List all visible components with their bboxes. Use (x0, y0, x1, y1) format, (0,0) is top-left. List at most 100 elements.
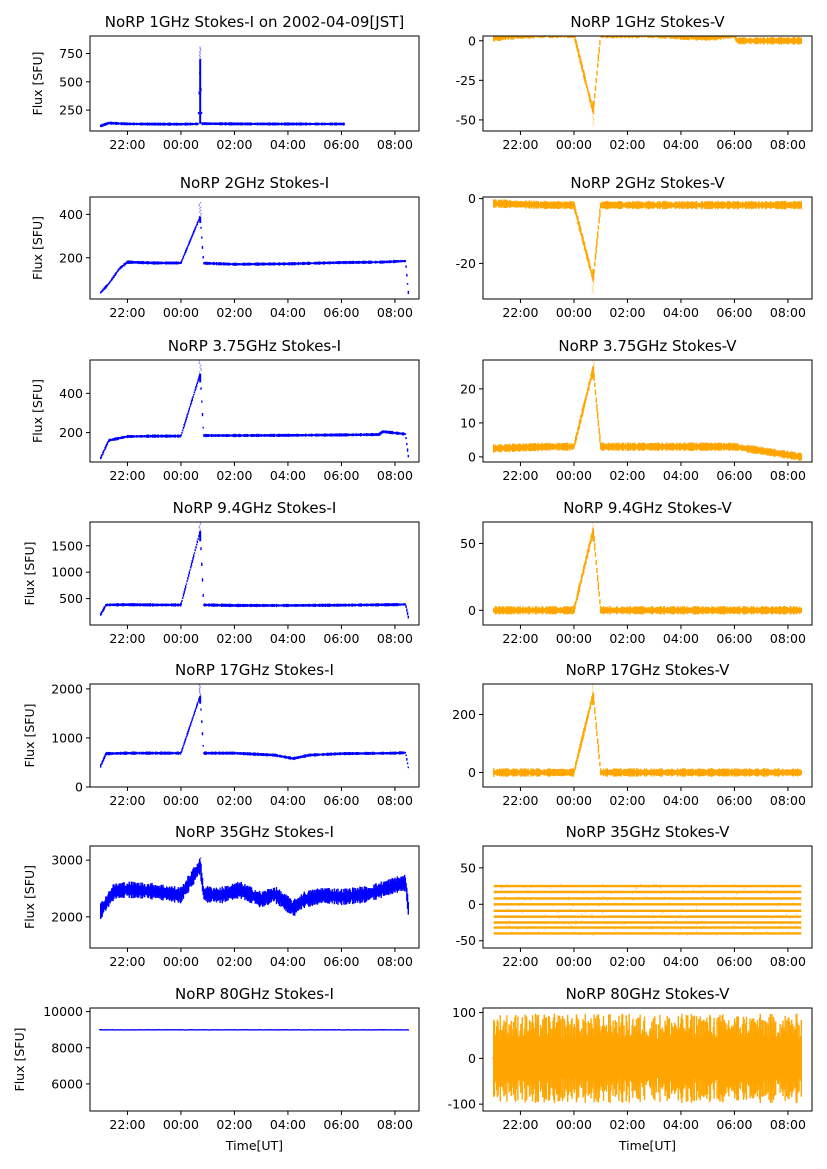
data-point (200, 367, 202, 370)
x-tick-label: 00:00 (556, 793, 592, 808)
x-tick-label: 02:00 (609, 631, 645, 646)
panel-title: NoRP 3.75GHz Stokes-I (168, 337, 341, 355)
data-point (200, 364, 202, 366)
data-point (199, 692, 201, 694)
x-tick-label: 06:00 (716, 468, 752, 483)
data-point (198, 215, 200, 218)
panel-title: NoRP 2GHz Stokes-I (180, 174, 329, 192)
data-point (198, 211, 201, 213)
axes-frame (89, 359, 420, 463)
series-marks (99, 520, 410, 619)
data-point (592, 690, 594, 692)
y-tick-label: -20 (456, 256, 476, 271)
data-point (593, 118, 595, 121)
data-point (200, 214, 202, 216)
data-point (592, 114, 595, 116)
x-tick-label: 22:00 (502, 793, 538, 808)
series-marks (99, 684, 410, 769)
axes-frame (89, 845, 420, 949)
x-tick-label: 06:00 (323, 793, 359, 808)
x-tick-label: 06:00 (323, 468, 359, 483)
x-tick-label: 06:00 (323, 631, 359, 646)
data-point (200, 358, 201, 359)
y-tick-label: 500 (59, 591, 83, 606)
x-tick-label: 02:00 (609, 793, 645, 808)
data-point (199, 685, 201, 687)
y-tick-label: 200 (59, 425, 83, 440)
data-point (200, 202, 202, 204)
data-point (591, 280, 593, 282)
data-point (592, 124, 594, 127)
data-point (591, 115, 593, 118)
data-point (592, 284, 595, 287)
data-point (592, 120, 595, 122)
x-tick-label: 06:00 (323, 954, 359, 969)
series-marks (492, 520, 803, 615)
x-tick-label: 08:00 (770, 305, 806, 320)
x-tick-label: 08:00 (770, 793, 806, 808)
axes-frame (482, 683, 813, 788)
data-point (200, 856, 202, 859)
data-point (199, 528, 201, 531)
x-tick-label: 02:00 (216, 305, 252, 320)
data-point (198, 689, 201, 691)
x-tick-label: 22:00 (109, 137, 145, 152)
panel-12: 22:00 00:00 02:00 04:00 06:00 08:00-50050NoRP… (456, 823, 813, 969)
panel-title: NoRP 1GHz Stokes-V (570, 13, 725, 31)
x-tick-label: 04:00 (270, 137, 306, 152)
y-axis-label: Flux [SFU] (30, 52, 45, 116)
data-point (591, 685, 593, 688)
series-marks (492, 199, 803, 294)
x-tick-label: 00:00 (556, 631, 592, 646)
x-tick-label: 08:00 (377, 468, 413, 483)
x-tick-label: 04:00 (270, 305, 306, 320)
data-point (198, 371, 201, 373)
x-tick-label: 06:00 (323, 137, 359, 152)
x-tick-label: 06:00 (716, 137, 752, 152)
data-point (593, 361, 595, 363)
x-tick-label: 04:00 (270, 468, 306, 483)
data-point (593, 283, 595, 285)
data-point (198, 864, 201, 866)
data-point (199, 373, 201, 375)
series-marks (99, 358, 410, 460)
y-tick-label: 0 (468, 33, 476, 48)
data-point (198, 54, 201, 56)
x-tick-label: 02:00 (216, 793, 252, 808)
data-point (593, 363, 595, 365)
data-point (593, 520, 594, 521)
data-point (591, 526, 594, 528)
data-point (592, 278, 594, 281)
data-point (198, 688, 201, 690)
data-point (199, 530, 202, 532)
y-axis-label: Flux [SFU] (30, 216, 45, 280)
data-point (200, 865, 202, 867)
panel-4: 22:00 00:00 02:00 04:00 06:00 08:00 -20 0 NoRP 2… (456, 174, 813, 320)
x-tick-label: 00:00 (163, 468, 199, 483)
x-tick-label: 00:00 (556, 305, 592, 320)
data-point (591, 522, 593, 525)
x-tick-label: 08:00 (377, 954, 413, 969)
axes-frame (482, 521, 813, 626)
x-tick-label: 00:00 (556, 468, 592, 483)
data-point (200, 520, 201, 521)
x-tick-label: 04:00 (270, 793, 306, 808)
x-tick-label: 08:00 (770, 631, 806, 646)
y-tick-label: 1000 (51, 565, 83, 580)
x-tick-label: 22:00 (109, 305, 145, 320)
y-tick-label: 50 (460, 536, 476, 551)
y-tick-label: 250 (59, 103, 83, 118)
y-axis-label: Flux [SFU] (22, 704, 37, 768)
data-point (592, 366, 595, 368)
data-point (199, 686, 201, 689)
data-point (593, 358, 594, 359)
series-marks (99, 46, 345, 128)
data-point (198, 526, 201, 529)
x-tick-label: 08:00 (377, 793, 413, 808)
x-tick-label: 04:00 (270, 631, 306, 646)
panel-title: NoRP 9.4GHz Stokes-V (563, 499, 732, 517)
data-point (591, 292, 593, 294)
x-tick-label: 04:00 (270, 954, 306, 969)
data-point (198, 205, 201, 207)
